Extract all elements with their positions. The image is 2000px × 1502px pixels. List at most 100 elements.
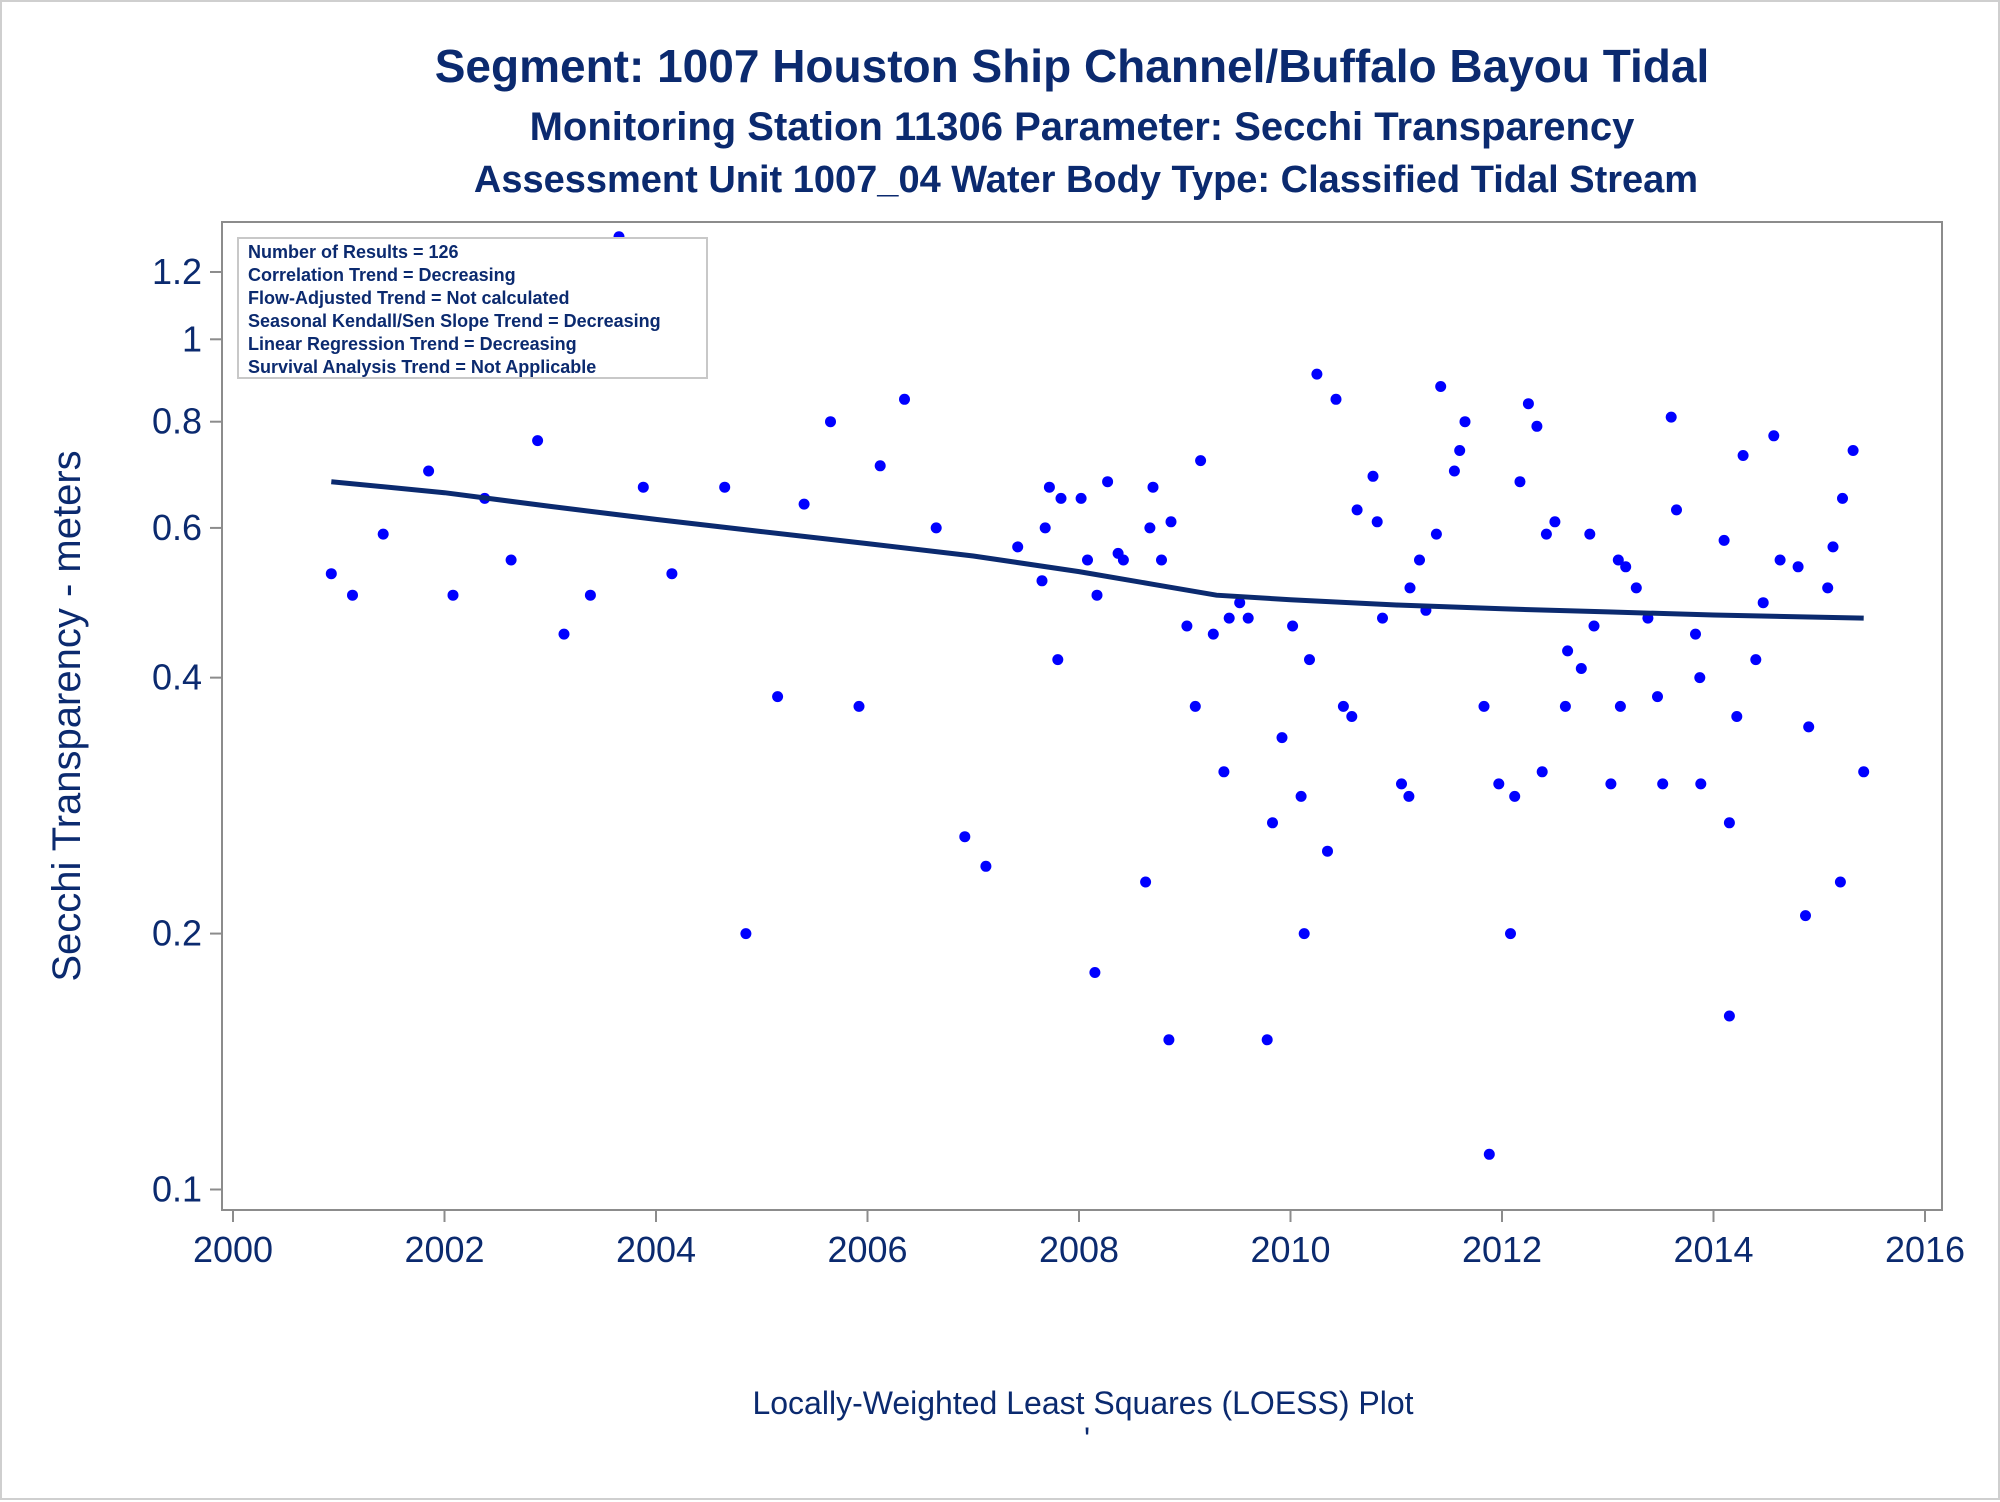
data-point bbox=[1536, 766, 1548, 778]
data-point bbox=[1737, 450, 1749, 461]
data-point bbox=[1584, 528, 1596, 540]
data-point bbox=[1483, 1148, 1495, 1160]
data-point bbox=[1800, 910, 1811, 922]
data-point bbox=[1234, 597, 1246, 609]
data-point bbox=[1827, 541, 1839, 553]
x-tick-label: 2000 bbox=[193, 1229, 273, 1270]
data-point bbox=[532, 435, 544, 447]
data-point bbox=[637, 481, 649, 493]
data-point bbox=[1218, 766, 1230, 778]
data-point bbox=[1459, 416, 1471, 428]
data-point bbox=[1052, 654, 1064, 666]
x-tick-label: 2002 bbox=[404, 1229, 484, 1270]
data-point bbox=[1144, 522, 1156, 534]
data-point bbox=[1562, 645, 1574, 657]
data-point bbox=[584, 589, 596, 601]
data-point bbox=[1540, 528, 1552, 540]
data-point bbox=[899, 393, 910, 405]
data-point bbox=[1189, 700, 1201, 712]
data-point bbox=[1304, 654, 1315, 666]
data-point bbox=[1091, 589, 1103, 601]
y-axis: 0.1 0.2 0.4 0.6 0.8 1 1.2 bbox=[152, 251, 222, 1210]
data-point bbox=[1039, 522, 1051, 534]
data-point bbox=[1448, 465, 1460, 477]
data-point bbox=[1690, 628, 1701, 640]
data-point bbox=[1404, 582, 1416, 594]
y-axis-label: Secchi Transparency - meters bbox=[45, 450, 89, 981]
y-tick-label: 0.8 bbox=[152, 401, 202, 442]
chart-subtitle: Monitoring Station 11306 Parameter: Secc… bbox=[530, 105, 1636, 149]
data-point bbox=[1652, 691, 1663, 703]
data-point bbox=[1731, 711, 1743, 722]
data-point bbox=[1140, 876, 1152, 888]
data-point bbox=[666, 568, 678, 580]
data-point bbox=[1435, 381, 1447, 392]
data-point bbox=[1396, 778, 1407, 790]
data-point bbox=[1858, 766, 1870, 778]
chart-title: Segment: 1007 Houston Ship Channel/Buffa… bbox=[435, 40, 1710, 92]
footer-caption: Locally-Weighted Least Squares (LOESS) P… bbox=[752, 1385, 1413, 1421]
data-point bbox=[1695, 778, 1707, 790]
x-tick-label: 2004 bbox=[616, 1229, 696, 1270]
data-point bbox=[1165, 516, 1177, 528]
data-point bbox=[1403, 790, 1415, 802]
data-point bbox=[1371, 516, 1383, 528]
data-point bbox=[1774, 554, 1786, 566]
data-point bbox=[1298, 928, 1310, 940]
data-point bbox=[1351, 504, 1363, 516]
data-point bbox=[1223, 612, 1235, 624]
y-tick-label: 0.2 bbox=[152, 913, 202, 954]
y-tick-label: 0.1 bbox=[152, 1169, 202, 1210]
data-point bbox=[1620, 561, 1632, 573]
data-point bbox=[740, 928, 752, 940]
data-point bbox=[1330, 393, 1342, 405]
stat-seasonal-kendall-trend: Seasonal Kendall/Sen Slope Trend = Decre… bbox=[248, 311, 661, 331]
data-point bbox=[1207, 628, 1219, 640]
data-point bbox=[1723, 1010, 1735, 1022]
data-point bbox=[1588, 620, 1600, 632]
data-point bbox=[1718, 534, 1730, 546]
data-point bbox=[1242, 612, 1254, 624]
data-point bbox=[719, 481, 731, 493]
stat-flow-adjusted-trend: Flow-Adjusted Trend = Not calculated bbox=[248, 288, 570, 308]
y-tick-label: 1 bbox=[182, 318, 202, 359]
data-point bbox=[1605, 778, 1617, 790]
data-point bbox=[1276, 732, 1288, 744]
data-point bbox=[853, 700, 865, 712]
data-point bbox=[1671, 504, 1682, 516]
data-point bbox=[1261, 1034, 1273, 1046]
data-point bbox=[1055, 492, 1067, 504]
chart-subtitle-2: Assessment Unit 1007_04 Water Body Type:… bbox=[474, 159, 1698, 201]
data-point bbox=[1075, 492, 1087, 504]
data-point bbox=[1147, 481, 1159, 493]
x-tick-label: 2010 bbox=[1250, 1229, 1330, 1270]
x-tick-label: 2014 bbox=[1673, 1229, 1753, 1270]
data-point bbox=[1287, 620, 1299, 632]
data-point bbox=[1181, 620, 1193, 632]
data-point bbox=[1346, 711, 1358, 722]
data-point bbox=[874, 460, 886, 472]
plot-area-border bbox=[221, 221, 1943, 1211]
data-point bbox=[1117, 554, 1129, 566]
data-point bbox=[447, 589, 459, 601]
data-point bbox=[1322, 845, 1333, 857]
data-point bbox=[1267, 817, 1278, 829]
y-tick-label: 0.6 bbox=[152, 507, 202, 548]
data-point bbox=[1082, 554, 1093, 566]
data-point bbox=[377, 528, 389, 540]
data-point bbox=[1493, 778, 1505, 790]
x-tick-label: 2008 bbox=[1039, 1229, 1119, 1270]
stat-survival-analysis-trend: Survival Analysis Trend = Not Applicable bbox=[248, 357, 596, 377]
data-point bbox=[930, 522, 942, 534]
x-tick-label: 2016 bbox=[1885, 1229, 1965, 1270]
data-point bbox=[1834, 876, 1846, 888]
stats-legend-box: Number of Results = 126 Correlation Tren… bbox=[237, 237, 708, 379]
data-point bbox=[1195, 455, 1207, 467]
data-point bbox=[1612, 554, 1624, 566]
data-point bbox=[1295, 790, 1307, 802]
data-point bbox=[1509, 790, 1521, 802]
data-point bbox=[1750, 654, 1762, 666]
data-point bbox=[1505, 928, 1516, 940]
data-point bbox=[1803, 721, 1815, 733]
